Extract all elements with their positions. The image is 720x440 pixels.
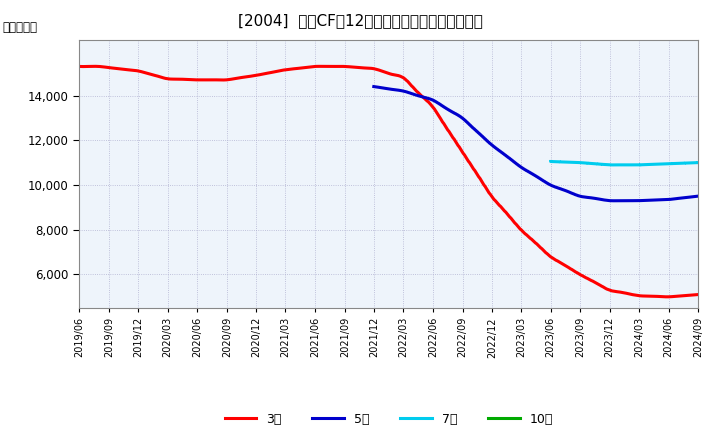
Text: [2004]  営業CFの12か月移動合計の平均値の推移: [2004] 営業CFの12か月移動合計の平均値の推移 bbox=[238, 13, 482, 28]
Y-axis label: （百万円）: （百万円） bbox=[3, 21, 38, 34]
Legend: 3年, 5年, 7年, 10年: 3年, 5年, 7年, 10年 bbox=[220, 407, 558, 431]
